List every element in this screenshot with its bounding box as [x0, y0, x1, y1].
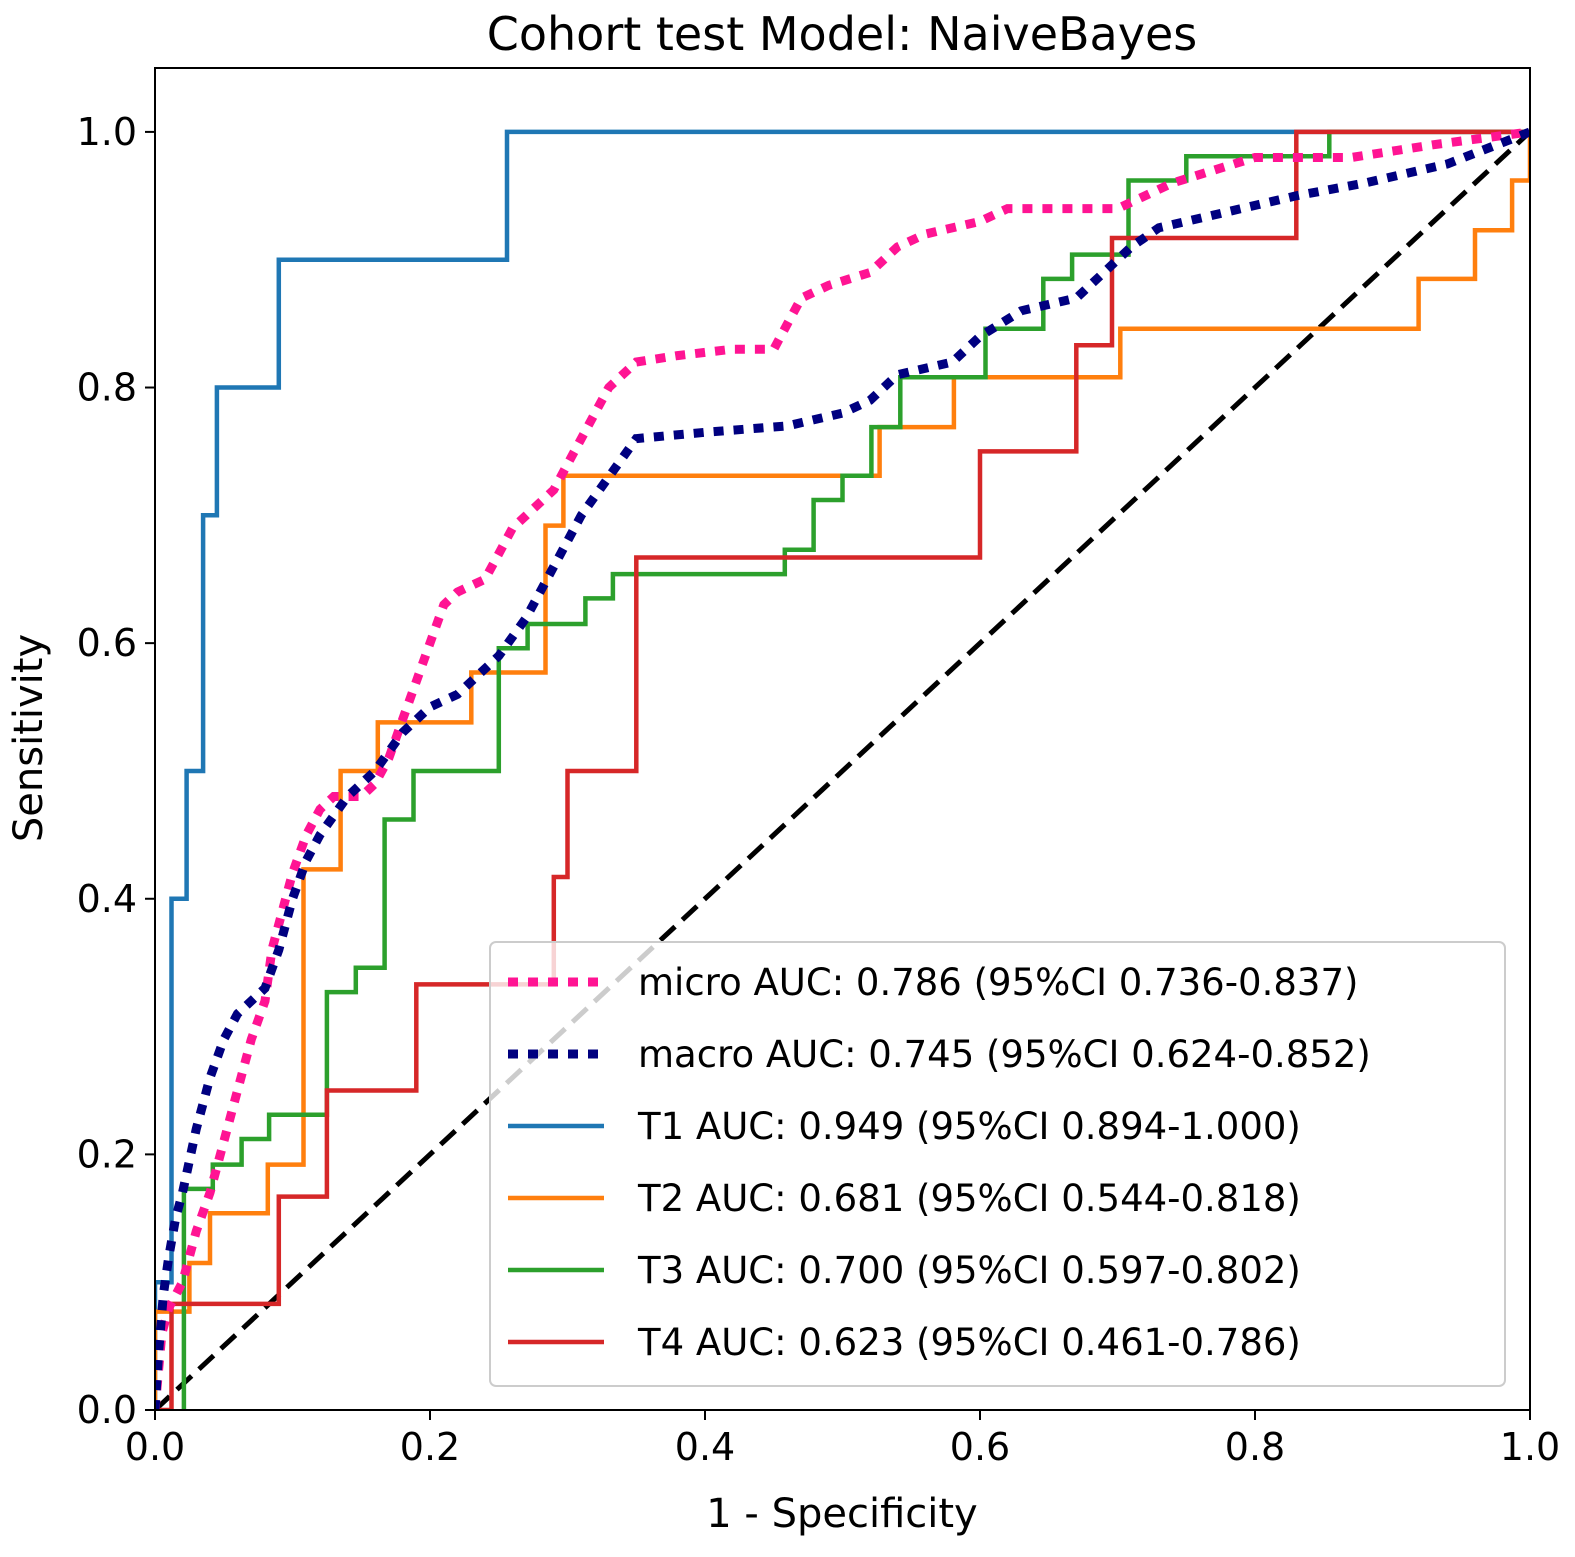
- x-tick-label: 0.0: [125, 1425, 185, 1469]
- x-axis-label: 1 - Specificity: [706, 1491, 977, 1537]
- y-tick-label: 1.0: [77, 110, 137, 154]
- x-tick-label: 0.6: [950, 1425, 1010, 1469]
- y-axis-label: Sensitivity: [6, 634, 52, 842]
- x-tick-label: 0.2: [400, 1425, 460, 1469]
- y-tick-label: 0.2: [77, 1132, 137, 1176]
- y-tick-label: 0.6: [77, 621, 137, 665]
- series-line-T3: [181, 129, 1530, 1410]
- y-tick-label: 0.8: [77, 366, 137, 410]
- legend-label-T2: T2 AUC: 0.681 (95%CI 0.544-0.818): [637, 1177, 1301, 1220]
- y-tick-label: 0.0: [77, 1388, 137, 1432]
- legend: micro AUC: 0.786 (95%CI 0.736-0.837) macr…: [489, 941, 1506, 1387]
- legend-label-T3: T3 AUC: 0.700 (95%CI 0.597-0.802): [637, 1249, 1301, 1292]
- legend-label-macro: macro AUC: 0.745 (95%CI 0.624-0.852): [638, 1033, 1371, 1076]
- x-tick-label: 0.8: [1225, 1425, 1285, 1469]
- chart-title: Cohort test Model: NaiveBayes: [487, 7, 1197, 61]
- x-tick-label: 0.4: [675, 1425, 735, 1469]
- y-tick-label: 0.4: [77, 877, 137, 921]
- diagonal-reference-line: [155, 130, 1530, 1410]
- x-tick-label: 1.0: [1500, 1425, 1560, 1469]
- axes-layer: 0.0 0.2 0.4 0.6 0.8 1.0 0.0 0.2 0.4 0.6 0.8 1.0: [77, 67, 1560, 1469]
- series-line-T4: [155, 129, 1530, 1410]
- series-line-T1: [155, 129, 1530, 1410]
- legend-label-T1: T1 AUC: 0.949 (95%CI 0.894-1.000): [637, 1105, 1301, 1148]
- legend-box: [489, 941, 1506, 1387]
- series-layer: [155, 127, 1530, 1410]
- legend-label-T4: T4 AUC: 0.623 (95%CI 0.461-0.786): [637, 1321, 1301, 1364]
- plot-frame: [154, 67, 1531, 1411]
- legend-label-micro: micro AUC: 0.786 (95%CI 0.736-0.837): [638, 961, 1358, 1004]
- series-line-T2: [155, 131, 1530, 1410]
